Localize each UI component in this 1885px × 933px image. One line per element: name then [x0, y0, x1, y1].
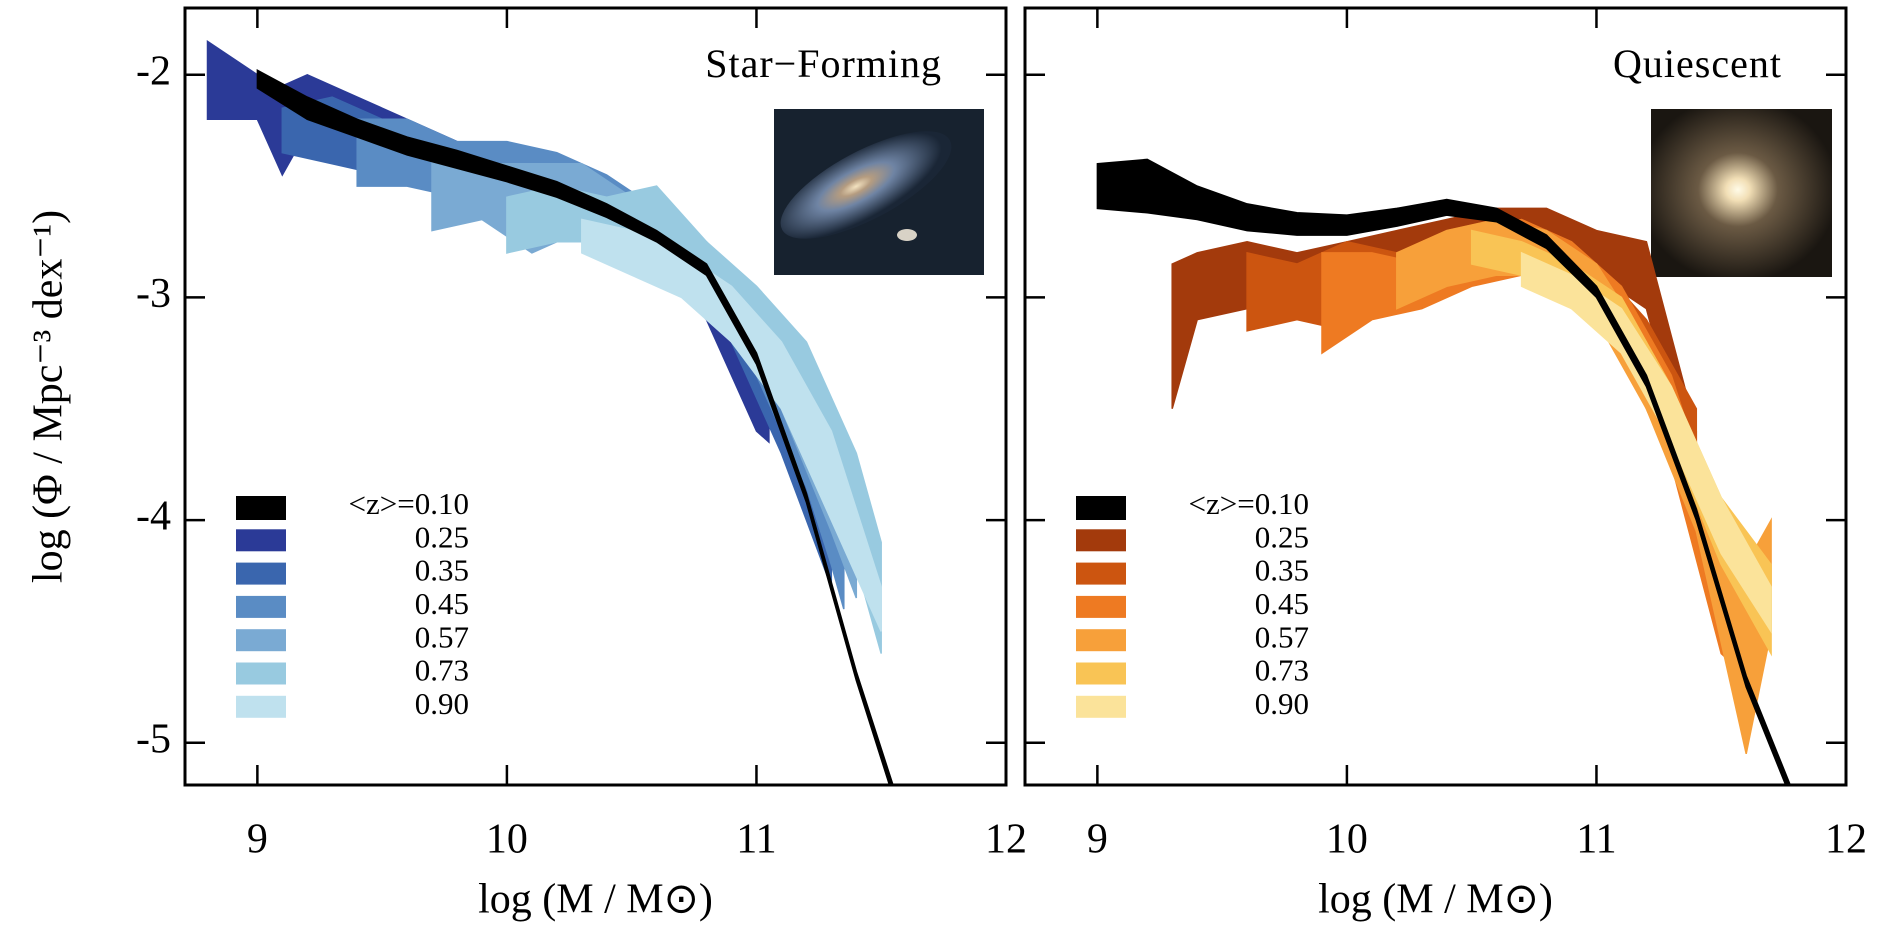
- legend-label: 0.25: [1255, 519, 1309, 554]
- x-tick-label: 9: [1087, 817, 1108, 863]
- legend-label: 0.57: [1255, 619, 1309, 654]
- x-tick-label: 11: [1576, 817, 1616, 863]
- legend-swatch: [236, 629, 286, 651]
- legend-swatch: [1076, 663, 1126, 685]
- legend-label: 0.35: [415, 553, 469, 588]
- legend-swatch: [1076, 496, 1126, 520]
- legend-swatch: [1076, 529, 1126, 551]
- elliptical-galaxy-photo: [1651, 109, 1832, 277]
- legend-label: 0.45: [1255, 586, 1309, 621]
- legend-label: 0.90: [415, 686, 469, 721]
- legend-label: 0.73: [415, 653, 469, 688]
- x-tick-label: 9: [247, 817, 268, 863]
- legend-swatch: [1076, 629, 1126, 651]
- legend-label: 0.73: [1255, 653, 1309, 688]
- y-tick-label: -5: [136, 716, 171, 762]
- legend-label: 0.45: [415, 586, 469, 621]
- legend-swatch: [236, 696, 286, 718]
- x-tick-label: 12: [985, 817, 1027, 863]
- y-tick-label: -4: [136, 494, 171, 540]
- y-tick-label: -3: [136, 271, 171, 317]
- x-tick-label: 11: [736, 817, 776, 863]
- legend-swatch: [236, 596, 286, 618]
- x-axis-label: log (M / M⊙): [1318, 877, 1553, 923]
- x-axis-label: log (M / M⊙): [478, 877, 713, 923]
- x-tick-label: 12: [1825, 817, 1867, 863]
- panel-title: Star−Forming: [705, 41, 942, 86]
- legend-label: <z>=0.10: [349, 486, 469, 521]
- legend-swatch: [236, 529, 286, 551]
- y-tick-label: -2: [136, 48, 171, 94]
- legend-label: 0.25: [415, 519, 469, 554]
- legend-label: 0.57: [415, 619, 469, 654]
- legend-swatch: [1076, 596, 1126, 618]
- x-tick-label: 10: [486, 817, 528, 863]
- spiral-galaxy-photo: [766, 109, 984, 275]
- legend-label: 0.90: [1255, 686, 1309, 721]
- legend-swatch: [236, 496, 286, 520]
- y-axis-label: log (Φ / Mpc⁻³ dex⁻¹): [26, 210, 72, 583]
- figure: 9 10 11 12 -2 -3 -4 -5 Star−Forming log (M / M⊙) l…: [0, 0, 1885, 933]
- legend-swatch: [1076, 563, 1126, 585]
- legend-swatch: [1076, 696, 1126, 718]
- legend-label: 0.35: [1255, 553, 1309, 588]
- legend-swatch: [236, 663, 286, 685]
- legend-swatch: [236, 563, 286, 585]
- x-tick-label: 10: [1326, 817, 1368, 863]
- panel-title: Quiescent: [1613, 41, 1782, 86]
- legend-label: <z>=0.10: [1189, 486, 1309, 521]
